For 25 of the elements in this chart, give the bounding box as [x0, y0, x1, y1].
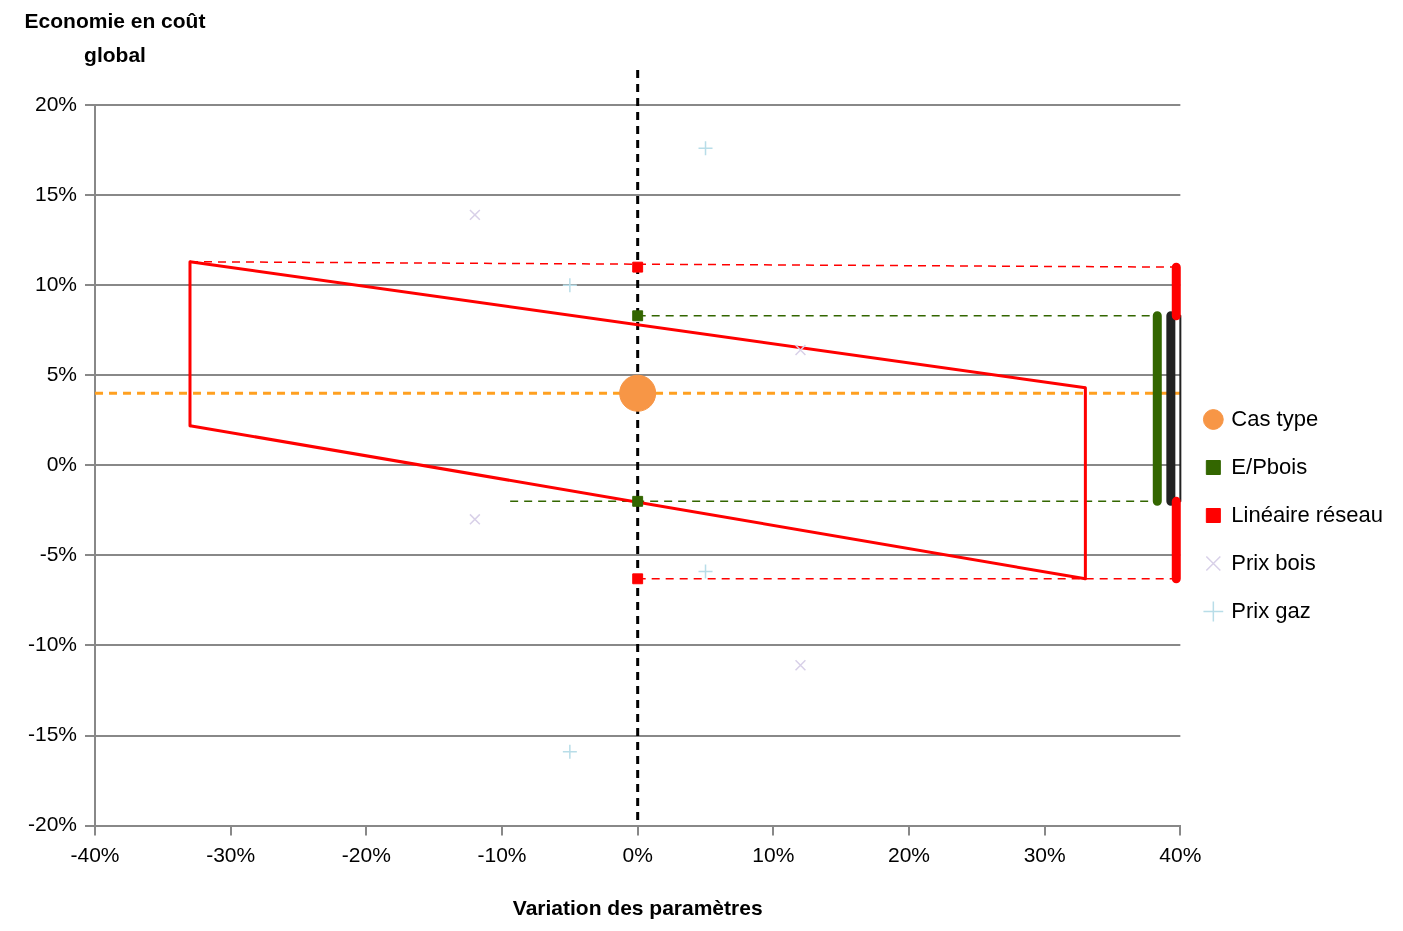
x-tick-label: 10% [752, 843, 795, 866]
y-tick-label: 15% [34, 181, 78, 205]
x-axis-title: Variation des paramètres [512, 896, 763, 920]
y-tick-label: 5% [46, 362, 78, 386]
y-tick-label: -5% [39, 542, 78, 566]
y-tick-label: 10% [34, 271, 78, 295]
y-tick-label: -15% [27, 722, 78, 746]
x-tick-label: 0% [622, 843, 653, 866]
x-tick-label: -30% [206, 843, 256, 866]
x-tick-label: 20% [888, 843, 931, 866]
legend-label: Cas type [1231, 405, 1319, 431]
y-axis-title: Economie en coût global [23, 8, 207, 68]
legend-label: E/Pbois [1231, 453, 1308, 479]
legend-label: Prix gaz [1231, 597, 1311, 623]
x-tick-label: 40% [1159, 843, 1202, 866]
legend-label: Prix bois [1231, 549, 1316, 575]
y-tick-label: 20% [34, 91, 78, 115]
y-tick-label: 0% [46, 452, 78, 476]
y-tick-label: -20% [27, 812, 78, 836]
x-tick-label: -20% [341, 843, 391, 866]
x-tick-label: -10% [477, 843, 527, 866]
x-tick-label: 30% [1023, 843, 1066, 866]
x-tick-label: -40% [70, 843, 120, 866]
legend-label: Linéaire réseau [1231, 501, 1384, 527]
y-tick-label: -10% [27, 632, 78, 656]
